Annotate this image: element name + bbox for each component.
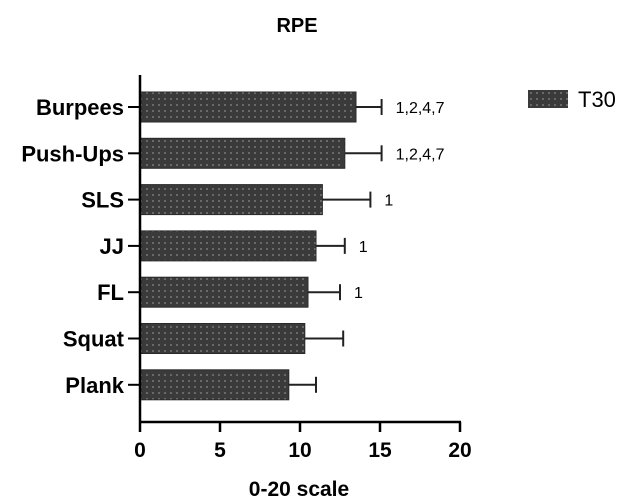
- bar-jj: [139, 230, 317, 262]
- annotation-burpees: 1,2,4,7: [396, 100, 445, 117]
- category-label-fl: FL: [97, 280, 124, 305]
- chart-title: RPE: [276, 15, 317, 37]
- category-label-push-ups: Push-Ups: [21, 141, 124, 166]
- x-axis-label: 0-20 scale: [249, 478, 349, 500]
- annotation-push-ups: 1,2,4,7: [396, 146, 445, 163]
- bar-plank: [139, 369, 290, 401]
- legend: T30: [528, 87, 616, 112]
- plot-area: Burpees 1,2,4,7 Push-Ups 1,2,4,7 SLS 1 JJ 1 FL 1 S…: [21, 75, 472, 462]
- x-tick-label-20: 20: [448, 439, 471, 462]
- bar-burpees: [139, 91, 357, 123]
- bar-push-ups: [139, 137, 346, 169]
- category-label-burpees: Burpees: [36, 95, 124, 120]
- annotation-fl: 1: [354, 285, 363, 302]
- category-label-jj: JJ: [100, 234, 124, 259]
- legend-swatch: [528, 90, 568, 108]
- legend-label-t30: T30: [578, 87, 616, 112]
- bar-squat: [139, 323, 306, 354]
- annotation-jj: 1: [359, 239, 368, 256]
- x-tick-label-0: 0: [134, 439, 146, 462]
- x-tick-label-10: 10: [288, 439, 311, 462]
- category-label-sls: SLS: [81, 188, 124, 213]
- bar-fl: [139, 276, 309, 308]
- category-label-squat: Squat: [63, 327, 125, 352]
- annotation-sls: 1: [384, 193, 393, 210]
- bar-sls: [139, 184, 323, 216]
- x-tick-label-15: 15: [368, 439, 392, 462]
- category-label-plank: Plank: [65, 373, 124, 398]
- x-tick-label-5: 5: [214, 439, 226, 462]
